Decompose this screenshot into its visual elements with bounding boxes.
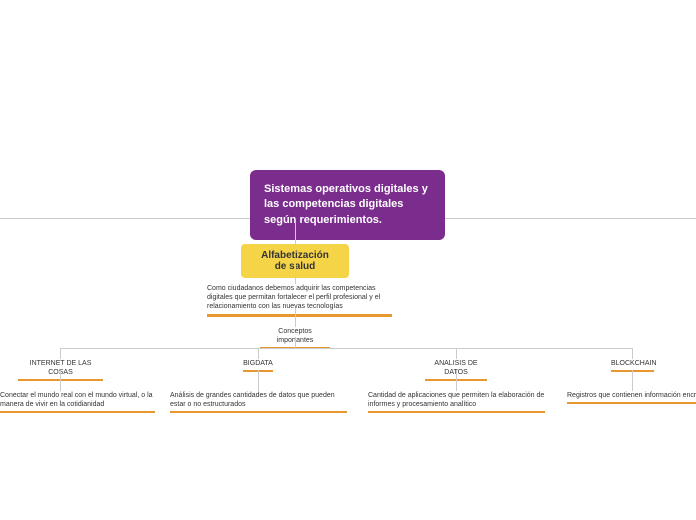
root-node: Sistemas operativos digitales y las comp…: [250, 170, 445, 240]
branch2-v: [258, 348, 259, 359]
branch4-title: BLOCKCHAIN: [611, 359, 654, 370]
branch2-v2: [258, 370, 259, 391]
branch3-v: [456, 348, 457, 359]
branch4-v2: [632, 370, 633, 391]
branch3-desc-underline: [368, 411, 545, 413]
desc1-block: Como ciudadanos debemos adquirir las com…: [207, 284, 387, 317]
branch1-desc-underline: [0, 411, 155, 413]
branch2-desc: Análisis de grandes cantidades de datos …: [170, 391, 347, 411]
connector-d2-branches: [295, 338, 296, 348]
branch3-desc: Cantidad de aplicaciones que permiten la…: [368, 391, 545, 411]
branch1-desc: Conectar el mundo real con el mundo virt…: [0, 391, 155, 411]
branch1-desc-block: Conectar el mundo real con el mundo virt…: [0, 391, 155, 413]
desc1-text: Como ciudadanos debemos adquirir las com…: [207, 284, 387, 314]
branch4-desc: Registros que contienen información encr…: [567, 391, 696, 402]
branch1-v: [60, 348, 61, 359]
branch-horizontal: [60, 348, 632, 349]
branch2-desc-underline: [170, 411, 347, 413]
branch2-desc-block: Análisis de grandes cantidades de datos …: [170, 391, 347, 413]
connector-root-l1: [295, 219, 296, 244]
branch2-title: BIGDATA: [243, 359, 273, 370]
branch3-desc-block: Cantidad de aplicaciones que permiten la…: [368, 391, 545, 413]
branch4-desc-block: Registros que contienen información encr…: [567, 391, 696, 404]
connector-l1-d1: [295, 264, 296, 284]
root-title: Sistemas operativos digitales y las comp…: [264, 183, 428, 226]
connector-d1-d2: [295, 308, 296, 327]
branch3-v2: [456, 370, 457, 391]
branch4-desc-underline: [567, 402, 696, 404]
branch1-v2: [60, 370, 61, 391]
desc1-underline: [207, 314, 392, 317]
branch4-v: [632, 348, 633, 359]
